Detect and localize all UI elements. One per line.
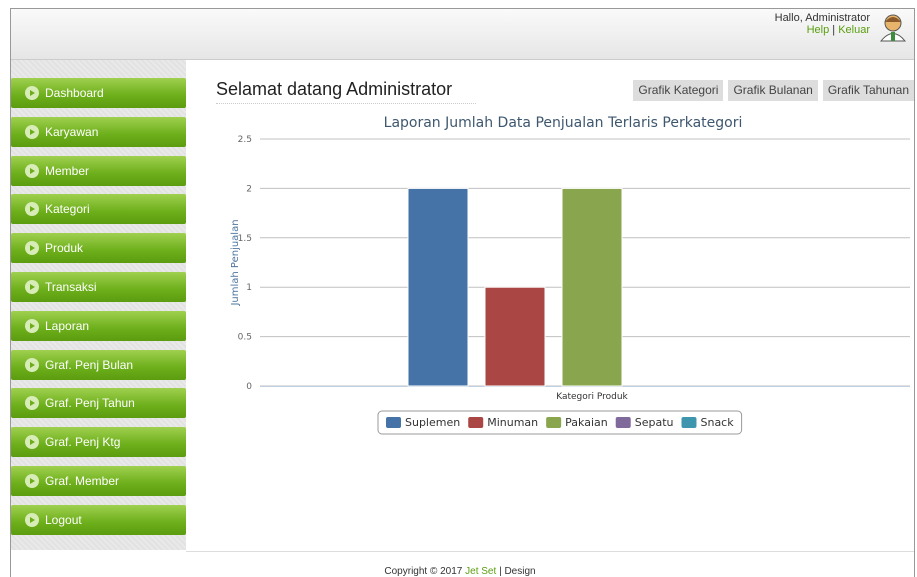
x-axis-label: Kategori Produk: [556, 392, 628, 402]
legend-swatch: [616, 417, 631, 428]
tab-button[interactable]: Grafik Tahunan: [823, 80, 914, 101]
legend-swatch: [468, 417, 483, 428]
bar: [408, 188, 468, 386]
menu-label: Transaksi: [45, 272, 97, 302]
legend-swatch: [386, 417, 401, 428]
menu-icon: [25, 202, 39, 216]
menu-item[interactable]: Graf. Penj Ktg: [11, 427, 186, 457]
menu-item[interactable]: Kategori: [11, 194, 186, 224]
user-box: Hallo, Administrator Help | Keluar: [775, 12, 870, 36]
brand-link[interactable]: Jet Set: [465, 566, 496, 577]
menu-label: Produk: [45, 233, 83, 263]
design: Design: [504, 566, 535, 577]
menu-item[interactable]: Dashboard: [11, 78, 186, 108]
y-tick-label: 0: [246, 382, 252, 392]
menu-item[interactable]: Transaksi: [11, 272, 186, 302]
menu-icon: [25, 435, 39, 449]
menu-icon: [25, 86, 39, 100]
menu-item[interactable]: Logout: [11, 505, 186, 535]
y-tick-label: 0.5: [238, 333, 252, 343]
legend-label: Sepatu: [635, 416, 674, 429]
menu-icon: [25, 241, 39, 255]
footer-rule: [186, 551, 914, 552]
menu-label: Graf. Penj Tahun: [45, 388, 135, 418]
menu-item[interactable]: Graf. Penj Tahun: [11, 388, 186, 418]
menu-label: Karyawan: [45, 117, 98, 147]
tab-button[interactable]: Grafik Kategori: [633, 80, 723, 101]
menu-item[interactable]: Karyawan: [11, 117, 186, 147]
legend-label: Pakaian: [565, 416, 608, 429]
menu-label: Logout: [45, 505, 82, 535]
tab-button[interactable]: Grafik Bulanan: [728, 80, 817, 101]
menu-item[interactable]: Graf. Penj Bulan: [11, 350, 186, 380]
bar: [485, 287, 545, 386]
legend-label: Suplemen: [405, 416, 460, 429]
menu-icon: [25, 125, 39, 139]
menu-label: Graf. Penj Bulan: [45, 350, 133, 380]
menu-label: Laporan: [45, 311, 89, 341]
user-links: Help | Keluar: [775, 24, 870, 36]
menu-label: Member: [45, 156, 89, 186]
menu-item[interactable]: Laporan: [11, 311, 186, 341]
menu-label: Graf. Member: [45, 466, 119, 496]
legend-label: Minuman: [487, 416, 538, 429]
menu-icon: [25, 164, 39, 178]
logout-link[interactable]: Keluar: [838, 24, 870, 36]
page: Hallo, Administrator Help | Keluar Dashb…: [0, 0, 917, 577]
menu-label: Kategori: [45, 194, 90, 224]
help-link[interactable]: Help: [807, 24, 830, 36]
legend-swatch: [681, 417, 696, 428]
menu-label: Graf. Penj Ktg: [45, 427, 120, 457]
separator: |: [832, 24, 835, 36]
greeting: Hallo, Administrator: [775, 12, 870, 24]
y-tick-label: 1: [246, 283, 252, 293]
menu-icon: [25, 513, 39, 527]
menu-icon: [25, 396, 39, 410]
y-tick-label: 2.5: [238, 135, 252, 145]
avatar: [878, 12, 908, 42]
legend-swatch: [546, 417, 561, 428]
y-axis-label: Jumlah Penjualan: [230, 219, 241, 306]
footer: Copyright © 2017 Jet Set | Design: [186, 566, 734, 577]
menu-icon: [25, 358, 39, 372]
menu-icon: [25, 319, 39, 333]
menu-item[interactable]: Member: [11, 156, 186, 186]
menu-item[interactable]: Graf. Member: [11, 466, 186, 496]
separator: |: [499, 566, 502, 577]
y-tick-label: 2: [246, 184, 252, 194]
bar: [562, 188, 622, 386]
menu-icon: [25, 280, 39, 294]
legend-label: Snack: [700, 416, 734, 429]
chart: Laporan Jumlah Data Penjualan Terlaris P…: [186, 100, 914, 445]
menu-label: Dashboard: [45, 78, 104, 108]
chart-title: Laporan Jumlah Data Penjualan Terlaris P…: [384, 115, 743, 131]
menu-item[interactable]: Produk: [11, 233, 186, 263]
copyright: Copyright © 2017: [384, 566, 462, 577]
header: Hallo, Administrator Help | Keluar: [11, 9, 914, 60]
menu-icon: [25, 474, 39, 488]
